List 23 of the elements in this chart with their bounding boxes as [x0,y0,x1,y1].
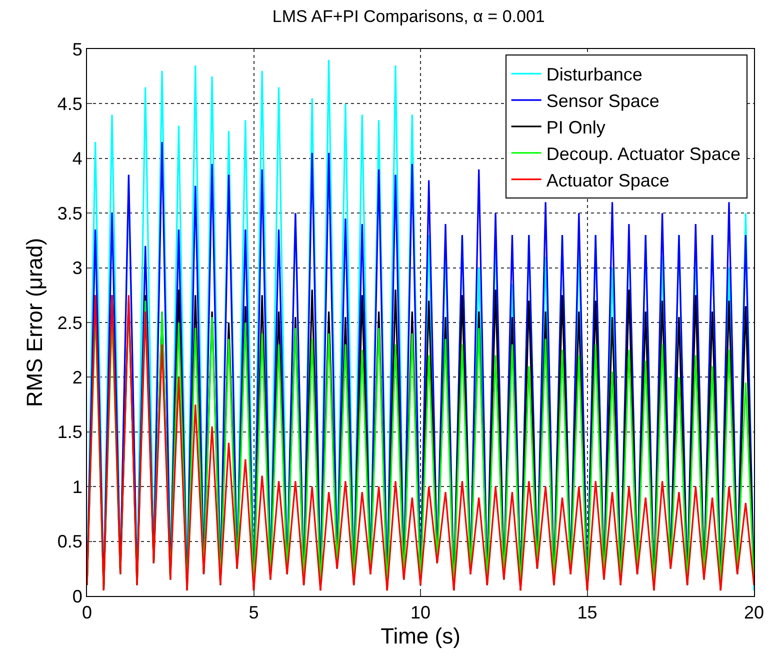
y-tick-label: 5 [72,39,82,60]
y-tick-label: 3 [72,258,82,278]
y-tick-label: 2.5 [57,312,82,333]
y-tick-label: 1.5 [57,422,82,442]
y-tick-label: 4 [72,148,82,169]
y-tick-label: 0.5 [57,532,82,552]
y-tick-label: 0 [72,586,82,606]
legend-label: Sensor Space [546,91,660,112]
legend-label: PI Only [546,117,606,138]
y-tick-label: 3.5 [57,203,82,224]
x-tick-label: 15 [577,602,598,623]
y-tick-label: 4.5 [57,94,82,114]
legend-label: Disturbance [546,64,642,85]
legend-label: Actuator Space [546,170,670,190]
chart-title: LMS AF+PI Comparisons, α = 0.001 [272,6,545,26]
x-tick-label: 10 [410,602,431,623]
x-tick-label: 20 [744,602,764,623]
y-tick-label: 2 [72,368,82,388]
y-tick-label: 1 [72,476,82,497]
legend-label: Decoup. Actuator Space [546,144,740,164]
y-axis-title: RMS Error (μrad) [22,238,48,408]
x-axis-title: Time (s) [380,624,460,648]
x-tick-label: 5 [248,602,259,623]
